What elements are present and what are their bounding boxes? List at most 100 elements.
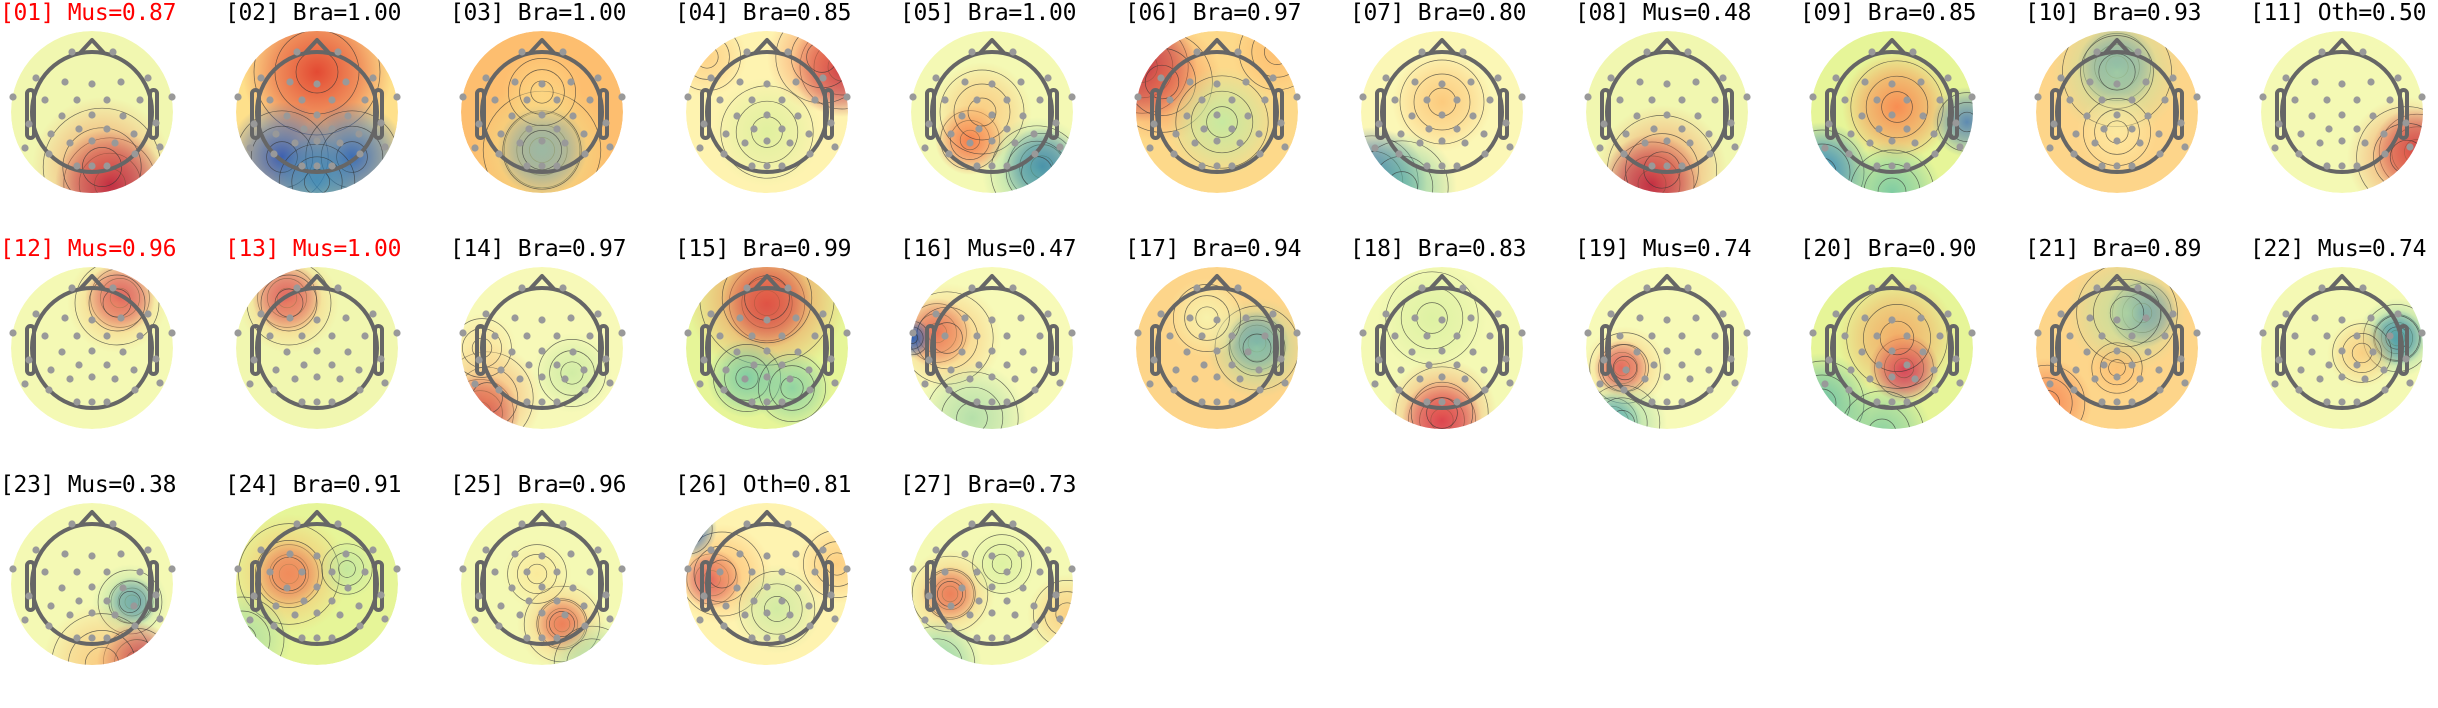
right-ear-icon	[373, 324, 384, 376]
electrode-dot	[2311, 314, 2319, 322]
component-title: [01] Mus=0.87	[0, 0, 177, 26]
electrode-dot	[975, 361, 983, 369]
head-outline	[25, 274, 159, 410]
component-panel-17: [17] Bra=0.94	[1125, 236, 1350, 472]
electrode-dot	[328, 398, 336, 406]
electrode-dot	[1234, 284, 1242, 292]
electrode-dot	[1694, 348, 1702, 356]
electrode-dot	[2338, 80, 2346, 88]
component-panel-08: [08] Mus=0.48	[1575, 0, 1800, 236]
electrode-dot	[2113, 316, 2121, 324]
electrode-dot	[1459, 48, 1467, 56]
electrode-dot	[1648, 96, 1656, 104]
electrode-dot	[1956, 143, 1964, 151]
electrode-dot	[1825, 120, 1833, 128]
electrode-dot	[459, 565, 467, 573]
electrode-dot	[2128, 96, 2136, 104]
electrode-dot	[246, 616, 254, 624]
electrode-dot	[377, 355, 385, 363]
electrode-dot	[1003, 398, 1011, 406]
electrode-dot	[1620, 386, 1628, 394]
electrode-dot	[553, 332, 561, 340]
electrode-dot	[2338, 373, 2346, 381]
electrode-dot	[2070, 386, 2078, 394]
electrode-dot	[1888, 316, 1896, 324]
electrode-dot	[722, 366, 730, 374]
electrode-dot	[1931, 150, 1939, 158]
electrode-dot	[966, 139, 974, 147]
electrode-dot	[819, 310, 827, 318]
electrode-dot	[1395, 386, 1403, 394]
right-ear-icon	[1498, 324, 1509, 376]
electrode-dot	[525, 597, 533, 605]
electrode-dot	[1686, 375, 1694, 383]
electrode-dot	[1453, 361, 1461, 369]
electrode-dot	[2169, 74, 2177, 82]
electrode-dot	[741, 139, 749, 147]
electrode-dot	[61, 314, 69, 322]
electrode-dot	[1044, 310, 1052, 318]
electrode-dot	[1903, 125, 1911, 133]
electrode-dot	[1888, 347, 1896, 355]
electrode-dot	[9, 329, 17, 337]
electrode-dot	[1438, 398, 1446, 406]
electrode-dot	[2169, 310, 2177, 318]
electrode-dot	[1277, 355, 1285, 363]
topomap-15	[684, 267, 851, 429]
electrode-dot	[763, 162, 771, 170]
electrode-dot	[73, 96, 81, 104]
electrode-dot	[1847, 130, 1855, 138]
head-outline	[475, 274, 609, 410]
electrode-dot	[778, 96, 786, 104]
electrode-dot	[2353, 361, 2361, 369]
electrode-dot	[786, 611, 794, 619]
electrode-dot	[538, 634, 546, 642]
electrode-dot	[763, 373, 771, 381]
electrode-dot	[300, 361, 308, 369]
electrode-dot	[778, 634, 786, 642]
right-ear-icon	[1273, 88, 1284, 140]
electrode-dot	[298, 96, 306, 104]
electrode-dot	[270, 622, 278, 630]
electrode-dot	[1711, 332, 1719, 340]
electrode-dot	[2380, 366, 2388, 374]
component-panel-15: [15] Bra=0.99	[675, 236, 900, 472]
electrode-dot	[966, 375, 974, 383]
electrode-dot	[1841, 332, 1849, 340]
electrode-dot	[741, 375, 749, 383]
electrode-dot	[1663, 347, 1671, 355]
nose-icon	[978, 510, 1006, 527]
electrode-dot	[377, 119, 385, 127]
electrode-dot	[1418, 48, 1426, 56]
left-ear-icon	[1150, 324, 1161, 376]
scalp-field	[2261, 267, 2423, 429]
electrode-dot	[1244, 348, 1252, 356]
electrode-dot	[684, 329, 692, 337]
scalp-field	[911, 503, 1073, 665]
head-outline	[1375, 274, 1509, 410]
electrodes	[2034, 284, 2201, 406]
electrode-dot	[58, 584, 66, 592]
electrode-dot	[2380, 130, 2388, 138]
electrode-dot	[21, 616, 29, 624]
electrode-dot	[369, 310, 377, 318]
electrode-dot	[1134, 93, 1142, 101]
electrode-dot	[1461, 139, 1469, 147]
electrode-dot	[2113, 137, 2121, 145]
electrode-dot	[1494, 310, 1502, 318]
electrode-dot	[1453, 125, 1461, 133]
electrodes	[684, 284, 851, 406]
electrode-dot	[2098, 398, 2106, 406]
electrode-dot	[2338, 162, 2346, 170]
topomap-13	[234, 267, 401, 429]
electrode-dot	[1408, 348, 1416, 356]
electrode-dot	[1411, 314, 1419, 322]
electrode-dot	[988, 80, 996, 88]
electrode-dot	[1198, 332, 1206, 340]
electrode-dot	[1502, 119, 1510, 127]
electrode-dot	[1821, 144, 1829, 152]
electrode-dot	[778, 361, 786, 369]
electrodes	[1584, 48, 1751, 170]
electrode-dot	[2134, 48, 2142, 56]
electrode-dot	[117, 550, 125, 558]
